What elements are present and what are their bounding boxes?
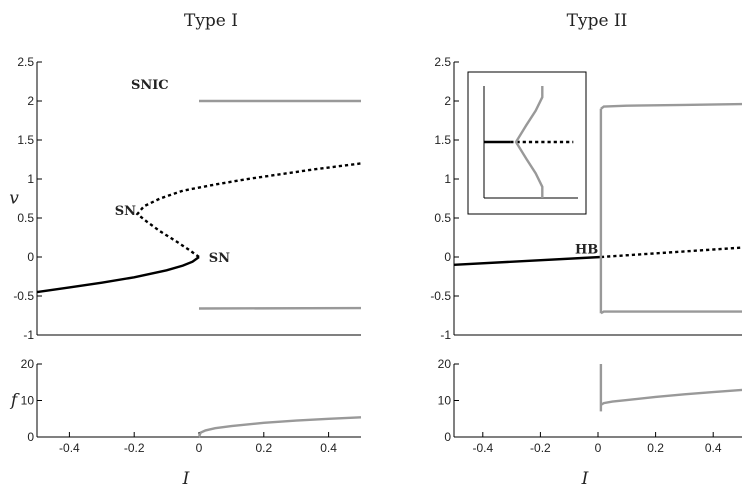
type2-f-ytick-label: 20 <box>438 357 452 371</box>
type2-f-xtick-label: 0 <box>595 441 602 455</box>
type1-v-ytick-label: -1 <box>23 328 34 342</box>
type2-f-ytick-label: 10 <box>438 394 452 408</box>
type2-v-ytick-label: 1.5 <box>434 133 451 147</box>
type2-v-ytick-label: 0 <box>444 250 451 264</box>
type1-f-xlabel: I <box>182 469 190 488</box>
type1-v-annotation-sn: SN <box>115 204 136 219</box>
inset-series-osc <box>514 86 544 198</box>
type1-v-ytick-label: 1.5 <box>17 133 34 147</box>
type2-v-ytick-label: -0.5 <box>430 289 451 303</box>
type1-f-ytick-label: 20 <box>21 357 35 371</box>
type2-f-xtick-label: -0.2 <box>530 441 551 455</box>
type1-v-ytick-label: 0 <box>27 250 34 264</box>
type2-f-xtick-label: 0.2 <box>647 441 664 455</box>
type1-v-ytick-label: -0.5 <box>13 289 34 303</box>
type1-f-xtick-label: 0 <box>196 441 203 455</box>
type1-v-ytick-label: 0.5 <box>17 211 34 225</box>
type2-v-title: Type II <box>567 11 628 31</box>
type1-v-ytick-label: 1 <box>27 172 34 186</box>
type1-f-xtick-label: -0.4 <box>59 441 80 455</box>
type2-v-series-unstable <box>600 246 742 259</box>
type1-f-ytick-label: 0 <box>27 430 34 444</box>
type1-f-xtick-label: -0.2 <box>124 441 145 455</box>
type1-v-annotation-snic: SNIC <box>131 78 169 93</box>
type2-v-ytick-label: 1 <box>444 172 451 186</box>
type1-v-ylabel: v <box>9 189 19 209</box>
type1-v-ytick-label: 2 <box>27 94 34 108</box>
type1-v-ytick-label: 2.5 <box>17 55 34 69</box>
type2-v-series-osc <box>600 310 742 315</box>
type2-v-ytick-label: 2.5 <box>434 55 451 69</box>
type1-v-title: Type I <box>184 11 238 31</box>
type2-f-xtick-label: 0.4 <box>705 441 722 455</box>
type1-f-xtick-label: 0.4 <box>320 441 337 455</box>
type2-f-xtick-label: -0.4 <box>472 441 493 455</box>
type1-f-xtick-label: 0.2 <box>255 441 272 455</box>
type1-v-annotation-sn: SN <box>209 251 230 266</box>
type2-f-series-osc <box>600 388 742 406</box>
type2-v-ytick-label: 0.5 <box>434 211 451 225</box>
type2-f-ytick-label: 0 <box>444 430 451 444</box>
type2-f-xlabel: I <box>581 469 589 488</box>
type2-v-annotation-hb: HB <box>575 242 598 257</box>
type2-v-series-osc <box>600 102 742 110</box>
type2-v-ytick-label: 2 <box>444 94 451 108</box>
type1-f-ytick-label: 10 <box>21 394 35 408</box>
type1-f-series-osc <box>197 416 362 438</box>
type2-v-ytick-label: -1 <box>440 328 451 342</box>
type1-v-series-unstable <box>135 162 362 258</box>
type2-v-series-stable <box>453 255 601 266</box>
type1-f-ylabel: f <box>9 391 20 411</box>
type1-v-series-stable <box>36 256 200 294</box>
